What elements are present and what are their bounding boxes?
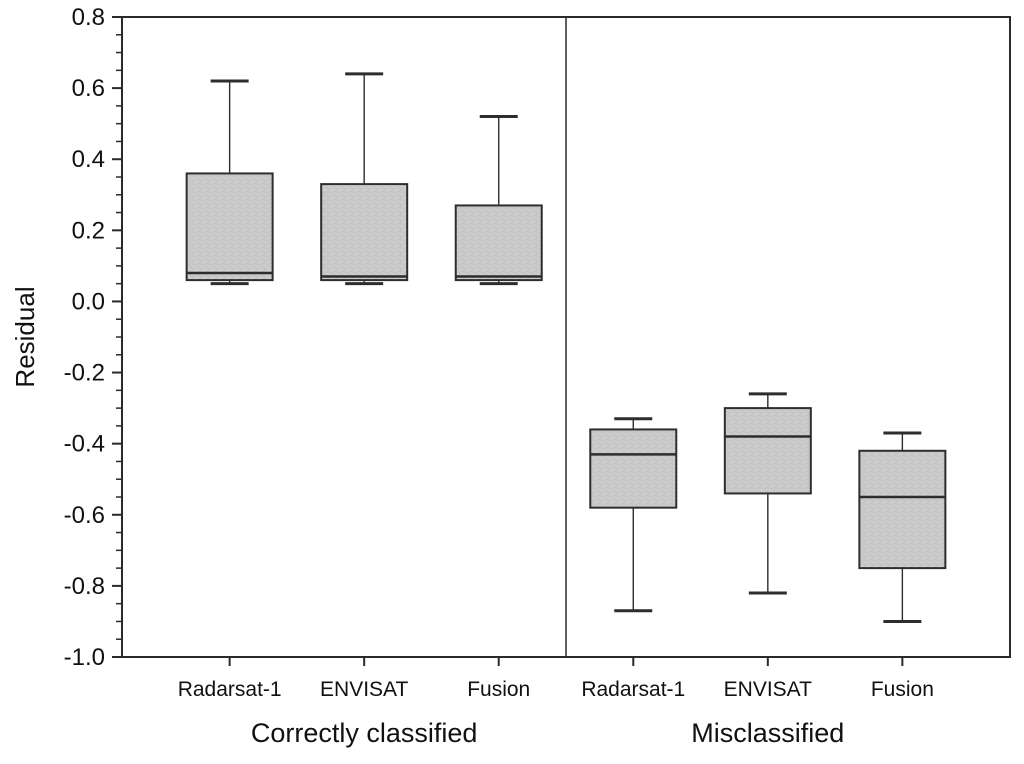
y-tick-label: 0.4 (72, 146, 105, 173)
y-tick-label: 0.0 (72, 288, 105, 315)
y-tick-label: -1.0 (64, 644, 105, 671)
box-iqr (320, 183, 409, 282)
y-tick-label: 0.6 (72, 75, 105, 102)
box-iqr (185, 172, 274, 282)
y-axis-title: Residual (10, 286, 40, 387)
x-category-label: Fusion (467, 678, 530, 701)
x-category-label: ENVISAT (320, 678, 408, 701)
x-category-label: Fusion (871, 678, 934, 701)
x-category-label: ENVISAT (724, 678, 812, 701)
y-tick-label: -0.2 (64, 360, 105, 387)
y-tick-label: -0.4 (64, 431, 105, 458)
group-label: Misclassified (691, 718, 844, 748)
group-label: Correctly classified (251, 718, 478, 748)
box-iqr (589, 428, 678, 509)
box-iqr (723, 407, 812, 495)
y-tick-label: 0.8 (72, 4, 105, 31)
x-category-label: Radarsat-1 (178, 678, 282, 701)
y-tick-label: -0.8 (64, 573, 105, 600)
y-tick-label: -0.6 (64, 502, 105, 529)
y-tick-label: 0.2 (72, 217, 105, 244)
box-iqr (858, 449, 947, 570)
box-iqr (454, 204, 543, 282)
x-category-label: Radarsat-1 (581, 678, 685, 701)
